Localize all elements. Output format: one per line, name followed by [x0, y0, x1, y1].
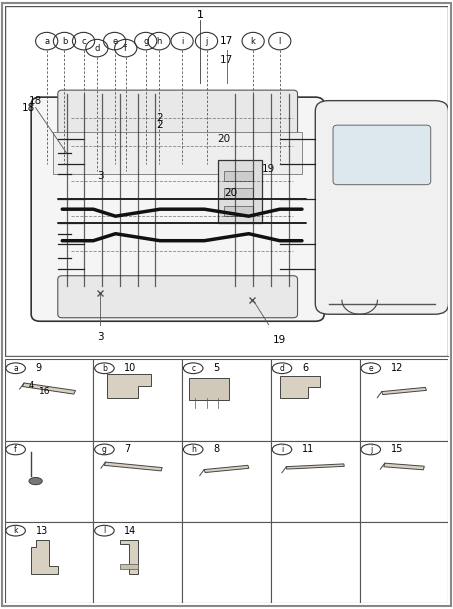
FancyBboxPatch shape	[58, 276, 298, 318]
FancyBboxPatch shape	[31, 97, 324, 322]
Text: 10: 10	[125, 363, 137, 373]
FancyBboxPatch shape	[217, 160, 262, 224]
Polygon shape	[106, 374, 151, 398]
Text: 17: 17	[220, 36, 233, 46]
Bar	[271, 359, 360, 440]
Text: 3: 3	[96, 171, 103, 181]
Text: 19: 19	[262, 164, 275, 174]
FancyBboxPatch shape	[5, 6, 448, 356]
Text: a: a	[13, 364, 18, 373]
Text: e: e	[368, 364, 373, 373]
FancyBboxPatch shape	[224, 206, 253, 216]
Polygon shape	[280, 376, 320, 398]
Text: 6: 6	[302, 363, 308, 373]
Text: 9: 9	[36, 363, 42, 373]
Text: b: b	[102, 364, 107, 373]
Text: 16: 16	[39, 387, 50, 396]
Text: 8: 8	[213, 445, 219, 454]
Text: 17: 17	[220, 55, 233, 65]
Text: 19: 19	[273, 335, 286, 345]
Circle shape	[29, 477, 42, 485]
Bar	[93, 522, 182, 603]
Text: 5: 5	[213, 363, 219, 373]
Text: k: k	[251, 37, 255, 46]
Text: 7: 7	[125, 445, 130, 454]
Text: j: j	[205, 37, 208, 46]
FancyBboxPatch shape	[189, 378, 229, 400]
Text: h: h	[156, 37, 162, 46]
Text: f: f	[14, 445, 17, 454]
Bar	[360, 522, 448, 603]
Text: l: l	[279, 37, 281, 46]
Polygon shape	[104, 462, 162, 471]
Bar	[271, 440, 360, 522]
Text: g: g	[102, 445, 107, 454]
Polygon shape	[382, 387, 426, 395]
FancyBboxPatch shape	[333, 125, 431, 185]
Text: 15: 15	[391, 445, 403, 454]
Text: d: d	[280, 364, 284, 373]
Text: c: c	[81, 37, 86, 46]
Bar	[360, 440, 448, 522]
Text: 4: 4	[29, 381, 34, 390]
Bar	[182, 440, 271, 522]
Bar	[5, 440, 93, 522]
Text: a: a	[44, 37, 49, 46]
Text: 3: 3	[96, 332, 103, 342]
Bar	[93, 440, 182, 522]
Text: i: i	[181, 37, 183, 46]
Text: e: e	[112, 37, 117, 46]
Text: j: j	[370, 445, 372, 454]
Text: f: f	[124, 44, 127, 52]
Polygon shape	[22, 383, 76, 394]
Text: 2: 2	[157, 120, 163, 130]
Bar	[5, 359, 93, 440]
Text: 20: 20	[218, 134, 231, 144]
Text: h: h	[191, 445, 196, 454]
Text: 12: 12	[391, 363, 403, 373]
Bar	[182, 522, 271, 603]
Polygon shape	[204, 465, 249, 473]
Text: i: i	[281, 445, 283, 454]
FancyBboxPatch shape	[58, 90, 298, 143]
Text: l: l	[103, 526, 106, 535]
Text: g: g	[143, 37, 149, 46]
Polygon shape	[31, 540, 58, 574]
Bar	[182, 359, 271, 440]
Text: k: k	[14, 526, 18, 535]
Text: 1: 1	[196, 10, 203, 19]
Polygon shape	[120, 540, 138, 574]
Text: b: b	[62, 37, 67, 46]
Text: 18: 18	[29, 96, 42, 105]
Bar	[5, 522, 93, 603]
Bar	[93, 359, 182, 440]
Text: 13: 13	[36, 526, 48, 536]
Text: 20: 20	[224, 188, 237, 198]
Text: 2: 2	[157, 113, 163, 123]
FancyBboxPatch shape	[224, 171, 253, 181]
Bar	[271, 522, 360, 603]
Polygon shape	[120, 564, 138, 569]
Text: 11: 11	[302, 445, 314, 454]
Bar	[360, 359, 448, 440]
Text: c: c	[191, 364, 195, 373]
Text: 18: 18	[22, 103, 35, 113]
Text: d: d	[94, 44, 100, 52]
Text: 1: 1	[197, 10, 203, 20]
FancyBboxPatch shape	[315, 100, 448, 314]
Polygon shape	[286, 464, 344, 469]
FancyBboxPatch shape	[224, 188, 253, 199]
FancyBboxPatch shape	[53, 132, 302, 174]
Text: 14: 14	[125, 526, 137, 536]
Polygon shape	[384, 463, 424, 470]
